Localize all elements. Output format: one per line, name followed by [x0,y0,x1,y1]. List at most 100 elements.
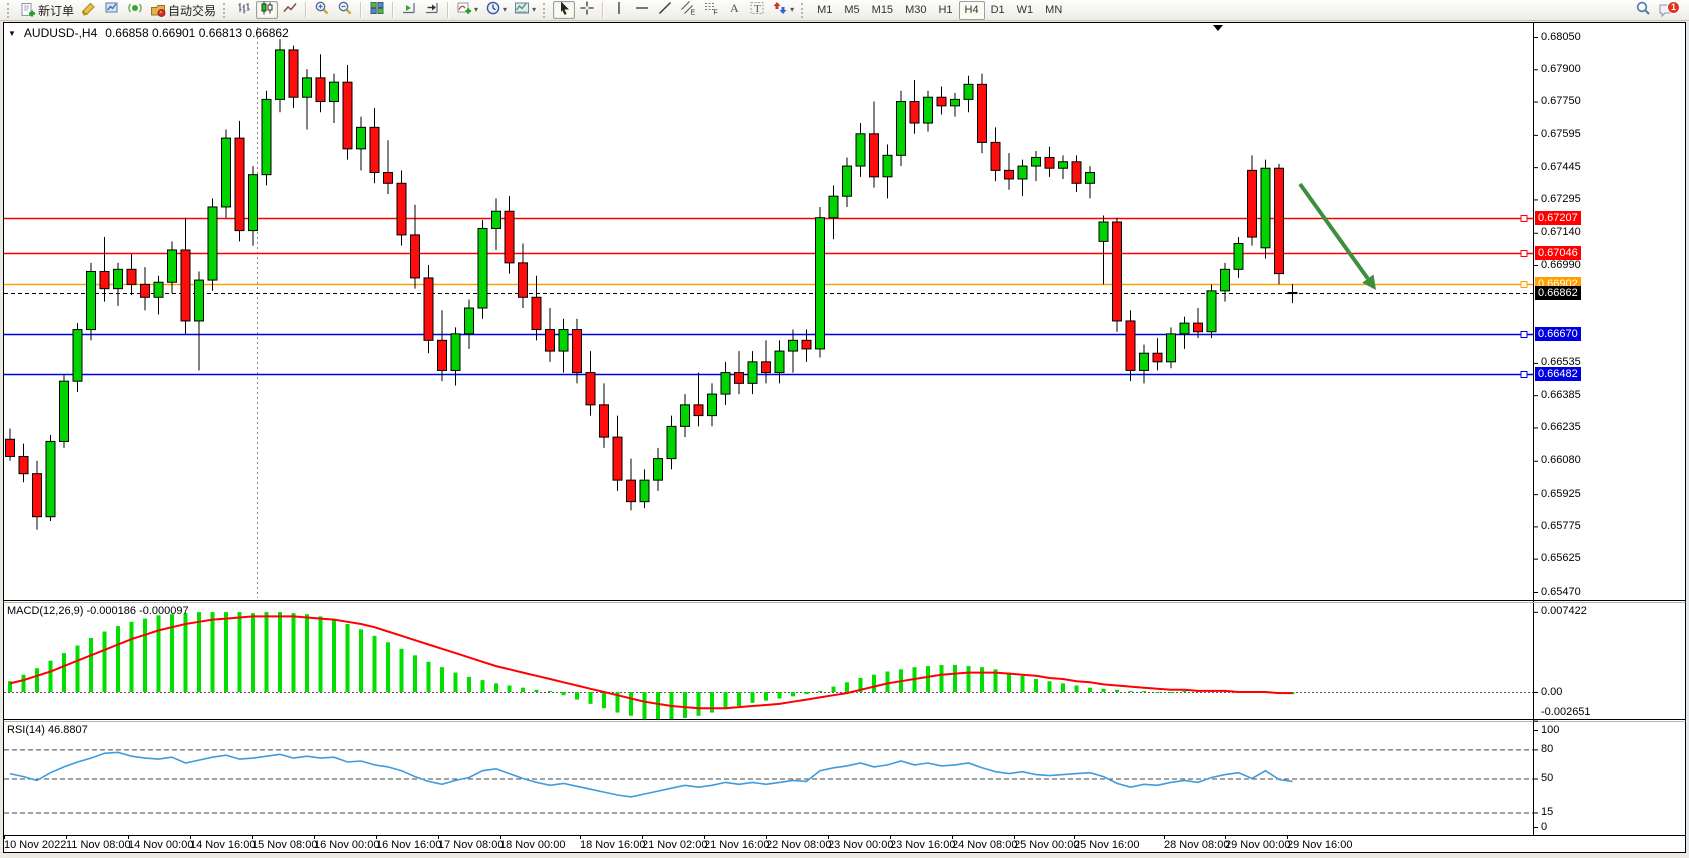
signals-icon [127,0,143,21]
cursor-button[interactable] [553,0,576,21]
toolbar-grip[interactable] [223,2,229,18]
chart-shift-marker[interactable] [1213,25,1223,31]
timeframe-button-d1[interactable]: D1 [990,4,1005,16]
candlestick-chart-button[interactable] [256,0,279,21]
cursor-icon [556,0,572,21]
horizontal-line-icon [634,0,650,21]
crosshair-button[interactable] [576,1,598,19]
tile-windows-button[interactable] [366,1,388,19]
timeframe-button-h4[interactable]: H4 [958,0,985,20]
zoom-out-icon [337,0,353,21]
search-button[interactable] [1632,1,1654,19]
notifications-button[interactable]: 1 [1655,1,1680,19]
templates-icon [514,0,530,21]
chat-icon: 1 [1658,1,1680,18]
toolbar-separator [392,2,395,18]
auto-trading-button[interactable]: 自动交易 [147,1,219,19]
vertical-line-button[interactable] [608,1,630,19]
new-order-label: 新订单 [38,3,75,18]
bar-chart-button[interactable] [233,1,255,19]
toolbar-separator [602,2,605,18]
text-icon: A [726,0,742,21]
market-watch-icon [81,0,97,21]
arrows-button[interactable]: ▾ [769,1,797,19]
chevron-down-icon: ▾ [532,5,537,14]
timeframe-button-m15[interactable]: M15 [871,4,894,16]
timeframe-button-m5[interactable]: M5 [844,4,860,16]
line-chart-button[interactable] [279,1,301,19]
auto-trading-icon [150,2,166,18]
auto-trading-label: 自动交易 [168,3,217,18]
line-handle[interactable] [1520,215,1528,222]
charts-button[interactable] [101,1,123,19]
svg-text:T: T [754,3,761,15]
fibonacci-icon: F [703,0,719,21]
vertical-line-icon [611,0,627,21]
toolbar-separator [360,2,363,18]
toolbar-separator [447,2,450,18]
svg-text:A: A [730,1,739,15]
toolbar-grip[interactable] [7,2,13,18]
charts-icon [104,0,120,21]
tile-windows-icon [369,0,385,21]
timeframe-button-m1[interactable]: M1 [817,4,833,16]
chevron-down-icon: ▾ [503,5,508,14]
timeframe-button-h1[interactable]: H1 [938,4,953,16]
toolbar-grip[interactable] [801,2,807,18]
line-handle[interactable] [1520,331,1528,338]
chart-canvas[interactable] [0,22,1689,858]
zoom-in-icon [314,0,330,21]
chart-window: ▼ AUDUSD-,H4 0.66858 0.66901 0.66813 0.6… [0,22,1689,858]
timeframe-button-mn[interactable]: MN [1045,4,1063,16]
search-icon [1635,0,1651,21]
templates-button[interactable]: ▾ [511,1,539,19]
market-watch-button[interactable] [78,1,100,19]
candlesticks [5,39,1298,530]
indicators-button[interactable]: ▾ [453,1,481,19]
indicators-icon [456,0,472,21]
periods-icon [485,0,501,21]
text-label-icon: T [749,0,765,21]
rsi-pane[interactable] [4,749,1533,814]
line-handle[interactable] [1520,250,1528,257]
bar-chart-icon [236,0,252,21]
toolbar-grip[interactable] [543,2,549,18]
horizontal-line-button[interactable] [631,1,653,19]
notification-count-badge: 1 [1667,1,1680,14]
line-handle[interactable] [1520,371,1528,378]
main-price-pane[interactable] [4,27,1533,598]
chevron-down-icon: ▾ [474,5,479,14]
auto-scroll-icon [424,0,440,21]
toolbar-separator [305,2,308,18]
chart-shift-icon [401,0,417,21]
toolbar: 新订单 自动交易 [0,0,1689,21]
crosshair-icon [579,0,595,21]
macd-pane[interactable] [4,612,1533,720]
text-button[interactable]: A [723,1,745,19]
new-order-icon [20,2,36,18]
chevron-down-icon: ▾ [790,5,795,14]
text-label-button[interactable]: T [746,1,768,19]
trendline-icon [657,0,673,21]
svg-text:E: E [691,9,696,16]
equidistant-channel-button[interactable]: E [677,0,699,21]
trendline-button[interactable] [654,1,676,19]
zoom-in-button[interactable] [311,1,333,19]
new-order-button[interactable]: 新订单 [17,1,77,19]
equidistant-channel-icon: E [680,0,696,21]
signals-button[interactable] [124,1,146,19]
candlestick-chart-icon [259,0,275,21]
timeframe-button-m30[interactable]: M30 [905,4,927,16]
trend-arrow-annotation[interactable] [1298,182,1376,290]
fibonacci-button[interactable]: F [700,1,722,19]
arrows-icon [772,0,788,21]
timeframe-button-w1[interactable]: W1 [1016,4,1034,16]
auto-scroll-button[interactable] [421,1,443,19]
timeframe-bar: M1 M5 M15 M30 H1 H4 D1 W1 MN [811,0,1068,20]
line-chart-icon [282,0,298,21]
chart-shift-button[interactable] [398,1,420,19]
periods-button[interactable]: ▾ [482,1,510,19]
zoom-out-button[interactable] [334,1,356,19]
line-handle[interactable] [1520,281,1528,288]
